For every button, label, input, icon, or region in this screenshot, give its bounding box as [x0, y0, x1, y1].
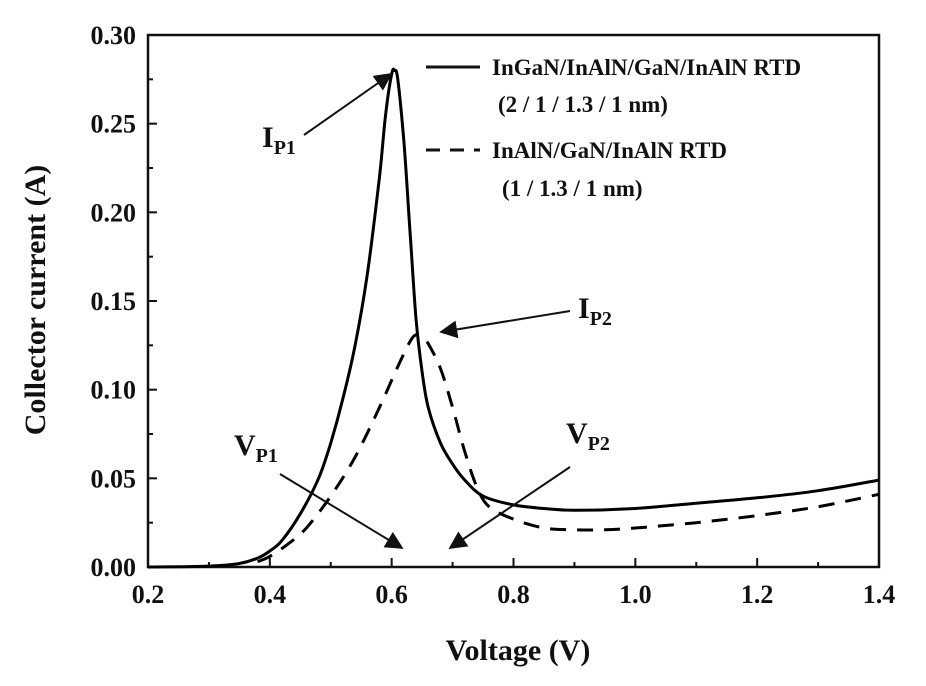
x-tick-label: 0.6	[375, 580, 408, 609]
x-tick-label: 0.4	[254, 580, 287, 609]
y-tick-label: 0.30	[91, 21, 137, 50]
legend-label-series-2: InAlN/GaN/InAlN RTD	[492, 138, 727, 163]
x-tick-label: 1.4	[863, 580, 896, 609]
series-line-1-solid	[147, 67, 880, 569]
y-tick-label: 0.10	[91, 376, 137, 405]
annotation-ip2: IP2	[578, 292, 612, 330]
series-lines	[147, 67, 880, 569]
annotation-vp2: VP2	[566, 417, 610, 455]
x-tick-label: 1.0	[619, 580, 652, 609]
annotation-ip1: IP1	[262, 121, 296, 159]
legend: InGaN/InAlN/GaN/InAlN RTD (2 / 1 / 1.3 /…	[426, 55, 801, 201]
x-tick-label: 0.8	[497, 580, 530, 609]
x-axis-title: Voltage (V)	[446, 634, 591, 667]
annotation-vp1: VP1	[234, 429, 278, 467]
y-tick-label: 0.15	[91, 287, 137, 316]
series-line-2-dashed	[257, 332, 880, 564]
legend-label-series-1: InGaN/InAlN/GaN/InAlN RTD	[492, 55, 801, 80]
arrow-vp1	[279, 473, 404, 549]
y-tick-label: 0.05	[91, 464, 137, 493]
legend-label-series-1-line2: (2 / 1 / 1.3 / 1 nm)	[498, 92, 668, 117]
arrow-vp2	[448, 466, 571, 550]
legend-label-series-2-line2: (1 / 1.3 / 1 nm)	[502, 176, 643, 201]
x-tick-label: 1.2	[741, 580, 774, 609]
arrow-ip2	[439, 310, 571, 339]
y-tick-label: 0.25	[91, 110, 137, 139]
y-axis-title: Collector current (A)	[19, 165, 52, 435]
x-tick-label: 0.2	[132, 580, 165, 609]
arrow-ip1	[303, 72, 393, 136]
ticks: 0.2 0.4 0.6 0.8 1.0 1.2 1.4 0.00 0.05 0.10 0.15 0.2…	[91, 21, 896, 609]
y-tick-label: 0.00	[91, 553, 137, 582]
y-tick-label: 0.20	[91, 198, 137, 227]
annotations: IP1 IP2 VP1 VP2	[234, 72, 612, 550]
